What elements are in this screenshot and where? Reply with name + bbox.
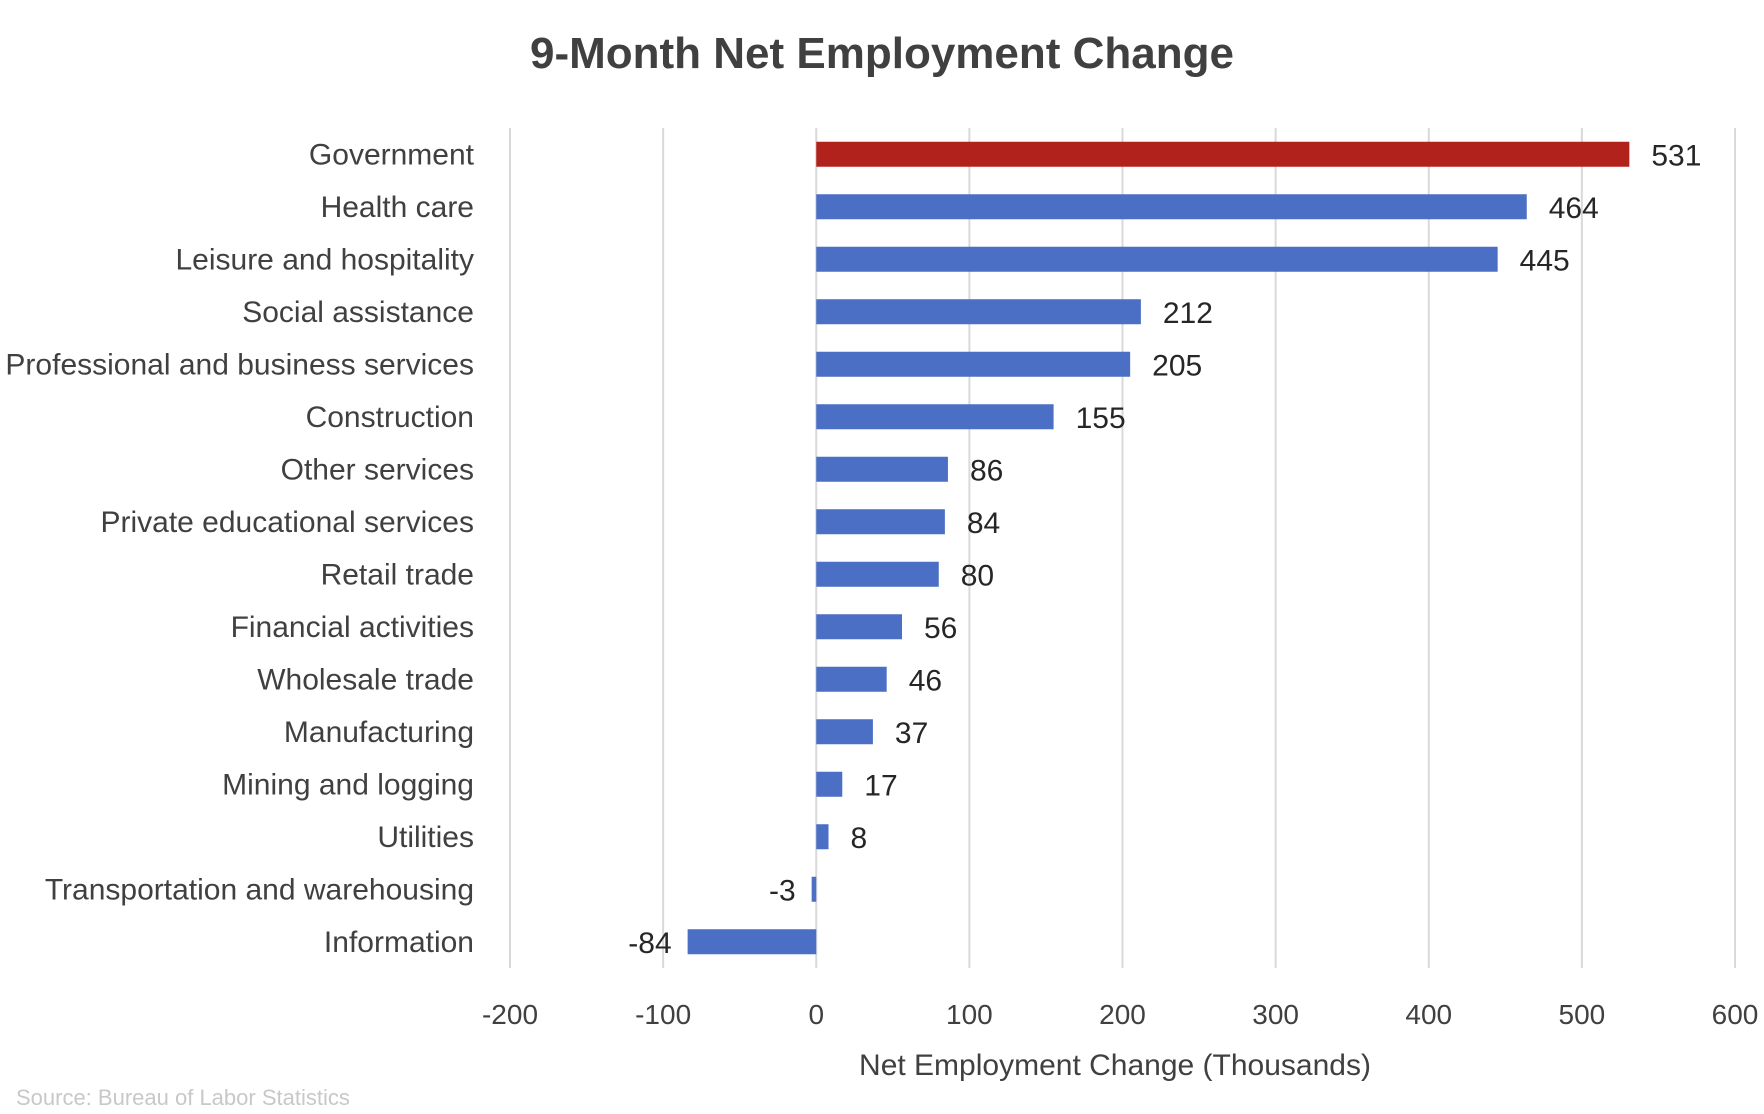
value-label: 212: [1163, 297, 1213, 330]
value-label: 8: [851, 822, 868, 855]
category-label: Social assistance: [242, 296, 474, 329]
category-label: Financial activities: [231, 611, 474, 644]
bar: [816, 456, 948, 482]
bar: [811, 876, 817, 902]
category-label: Mining and logging: [222, 768, 474, 801]
bar: [816, 614, 902, 640]
category-label: Wholesale trade: [257, 663, 474, 696]
category-labels: Government Health care Leisure and hospita…: [5, 138, 474, 959]
category-label: Information: [324, 926, 474, 959]
bar: [816, 141, 1630, 167]
value-label: 445: [1520, 244, 1570, 277]
value-label: 17: [864, 769, 897, 802]
category-label: Government: [309, 138, 475, 171]
bar: [816, 509, 945, 535]
category-label: Private educational services: [100, 506, 474, 539]
category-label: Leisure and hospitality: [175, 243, 474, 276]
bar: [816, 824, 829, 850]
category-label: Transportation and warehousing: [45, 873, 474, 906]
value-label: 205: [1152, 349, 1202, 382]
source-note: Source: Bureau of Labor Statistics: [16, 1085, 350, 1110]
x-tick-label: -200: [482, 999, 538, 1030]
category-label: Utilities: [377, 821, 474, 854]
bar: [687, 929, 817, 955]
bar: [816, 351, 1131, 377]
value-label: 464: [1549, 192, 1599, 225]
x-tick-label: 600: [1712, 999, 1759, 1030]
value-label: 155: [1076, 402, 1126, 435]
bar: [816, 666, 887, 692]
bar: [816, 404, 1054, 430]
x-tick-label: 100: [946, 999, 993, 1030]
value-label: 531: [1651, 139, 1701, 172]
value-label: 86: [970, 454, 1003, 487]
bar: [816, 246, 1498, 272]
x-tick-labels: -200 -100 0 100 200 300 400 500 600: [482, 999, 1758, 1030]
bars: [687, 141, 1630, 955]
value-label: 37: [895, 717, 928, 750]
x-tick-label: 300: [1252, 999, 1299, 1030]
bar: [816, 194, 1527, 220]
category-label: Health care: [321, 191, 474, 224]
category-label: Other services: [281, 453, 474, 486]
value-label: 84: [967, 507, 1000, 540]
category-label: Retail trade: [321, 558, 474, 591]
bar: [816, 771, 843, 797]
bar: [816, 719, 873, 745]
value-label: -84: [628, 927, 671, 960]
value-label: 56: [924, 612, 957, 645]
category-label: Professional and business services: [5, 348, 474, 381]
value-label: 80: [961, 559, 994, 592]
x-tick-label: 400: [1405, 999, 1452, 1030]
chart-title: 9-Month Net Employment Change: [530, 29, 1234, 78]
x-tick-label: -100: [635, 999, 691, 1030]
category-label: Construction: [306, 401, 474, 434]
bar: [816, 561, 939, 587]
category-label: Manufacturing: [284, 716, 474, 749]
bar: [816, 299, 1141, 325]
x-tick-label: 200: [1099, 999, 1146, 1030]
value-label: 46: [909, 664, 942, 697]
value-label: -3: [769, 874, 796, 907]
x-tick-label: 500: [1559, 999, 1606, 1030]
x-tick-label: 0: [808, 999, 824, 1030]
x-axis-label: Net Employment Change (Thousands): [859, 1049, 1371, 1082]
